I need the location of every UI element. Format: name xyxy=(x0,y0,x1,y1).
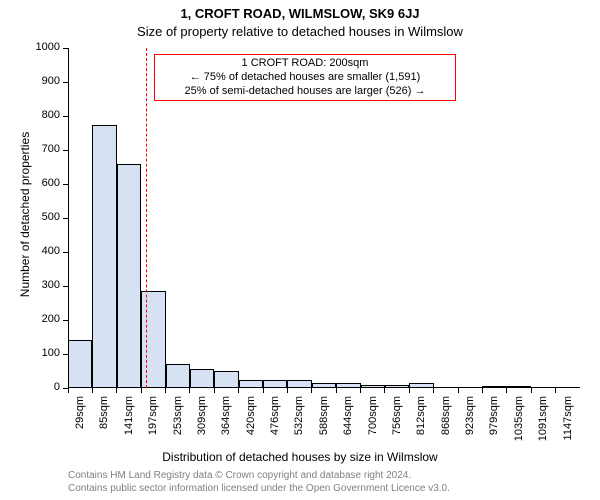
x-tick-label: 812sqm xyxy=(415,396,427,456)
x-tick xyxy=(506,388,507,393)
x-tick xyxy=(287,388,288,393)
x-tick-label: 141sqm xyxy=(123,396,135,456)
y-tick-label: 200 xyxy=(22,313,60,325)
x-tick xyxy=(263,388,264,393)
x-axis-label: Distribution of detached houses by size … xyxy=(0,450,600,464)
x-tick xyxy=(214,388,215,393)
annotation-line: 25% of semi-detached houses are larger (… xyxy=(159,85,451,99)
page-title: 1, CROFT ROAD, WILMSLOW, SK9 6JJ xyxy=(0,6,600,21)
y-tick-label: 0 xyxy=(22,381,60,393)
y-tick-label: 800 xyxy=(22,109,60,121)
x-tick xyxy=(311,388,312,393)
x-tick-label: 420sqm xyxy=(245,396,257,456)
histogram-bar xyxy=(287,380,311,389)
histogram-plot: 0100200300400500600700800900100029sqm85s… xyxy=(68,48,580,388)
y-tick-label: 700 xyxy=(22,143,60,155)
y-tick xyxy=(63,320,68,321)
x-tick-label: 1147sqm xyxy=(562,396,574,456)
x-tick xyxy=(336,388,337,393)
x-tick xyxy=(92,388,93,393)
x-tick-label: 1091sqm xyxy=(537,396,549,456)
histogram-bar xyxy=(166,364,190,388)
histogram-bar xyxy=(312,383,336,388)
y-tick xyxy=(63,218,68,219)
page-subtitle: Size of property relative to detached ho… xyxy=(0,24,600,39)
histogram-bar xyxy=(92,125,116,389)
x-tick xyxy=(409,388,410,393)
x-tick-label: 532sqm xyxy=(293,396,305,456)
x-tick-label: 197sqm xyxy=(147,396,159,456)
x-tick-label: 700sqm xyxy=(367,396,379,456)
x-tick-label: 644sqm xyxy=(342,396,354,456)
y-tick xyxy=(63,252,68,253)
x-tick-label: 476sqm xyxy=(269,396,281,456)
x-tick-label: 309sqm xyxy=(196,396,208,456)
y-tick-label: 1000 xyxy=(22,41,60,53)
x-tick-label: 756sqm xyxy=(391,396,403,456)
x-tick xyxy=(189,388,190,393)
annotation-box: 1 CROFT ROAD: 200sqm← 75% of detached ho… xyxy=(154,54,456,101)
x-tick xyxy=(458,388,459,393)
histogram-bar xyxy=(117,164,141,388)
x-tick xyxy=(384,388,385,393)
histogram-bar xyxy=(507,386,531,388)
histogram-bar xyxy=(385,385,409,388)
footer-line-1: Contains HM Land Registry data © Crown c… xyxy=(68,470,411,481)
y-tick xyxy=(63,48,68,49)
histogram-bar xyxy=(336,383,360,388)
y-tick xyxy=(63,184,68,185)
x-tick xyxy=(238,388,239,393)
x-tick-label: 1035sqm xyxy=(513,396,525,456)
x-tick-label: 868sqm xyxy=(440,396,452,456)
annotation-line: ← 75% of detached houses are smaller (1,… xyxy=(159,71,451,85)
x-tick-label: 923sqm xyxy=(464,396,476,456)
footer-line-2: Contains public sector information licen… xyxy=(68,483,450,494)
y-tick-label: 400 xyxy=(22,245,60,257)
y-tick-label: 300 xyxy=(22,279,60,291)
x-tick xyxy=(531,388,532,393)
x-tick xyxy=(555,388,556,393)
x-tick-label: 29sqm xyxy=(74,396,86,456)
x-tick-label: 979sqm xyxy=(488,396,500,456)
y-tick-label: 600 xyxy=(22,177,60,189)
histogram-bar xyxy=(141,291,165,388)
x-tick xyxy=(68,388,69,393)
histogram-bar xyxy=(409,383,433,388)
y-tick-label: 500 xyxy=(22,211,60,223)
y-tick-label: 100 xyxy=(22,347,60,359)
x-tick xyxy=(433,388,434,393)
y-tick-label: 900 xyxy=(22,75,60,87)
x-tick xyxy=(482,388,483,393)
x-tick-label: 364sqm xyxy=(220,396,232,456)
histogram-bar xyxy=(263,380,287,389)
y-tick xyxy=(63,82,68,83)
y-tick xyxy=(63,150,68,151)
x-tick xyxy=(116,388,117,393)
x-tick xyxy=(141,388,142,393)
histogram-bar xyxy=(361,385,385,388)
y-tick xyxy=(63,116,68,117)
histogram-bar xyxy=(214,371,238,388)
histogram-bar xyxy=(239,380,263,389)
x-tick-label: 85sqm xyxy=(98,396,110,456)
histogram-bar xyxy=(190,369,214,388)
x-tick xyxy=(165,388,166,393)
x-tick xyxy=(360,388,361,393)
axis-line xyxy=(68,48,69,388)
reference-line xyxy=(146,48,147,388)
histogram-bar xyxy=(68,340,92,388)
histogram-bar xyxy=(482,386,506,388)
y-tick xyxy=(63,286,68,287)
x-tick-label: 253sqm xyxy=(172,396,184,456)
x-tick-label: 588sqm xyxy=(318,396,330,456)
annotation-line: 1 CROFT ROAD: 200sqm xyxy=(159,57,451,71)
